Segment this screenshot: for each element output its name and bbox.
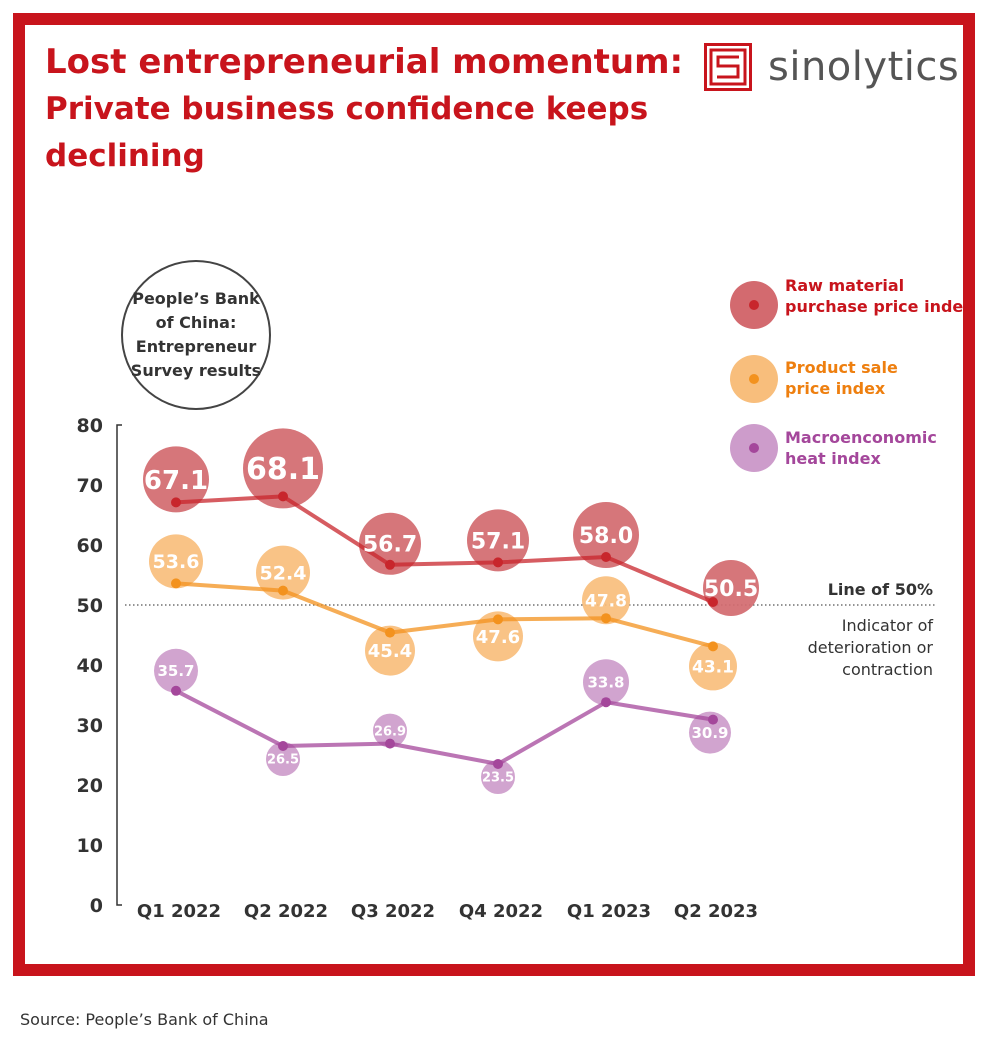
series-0-data-label: 68.1 <box>246 452 320 487</box>
series-2-point <box>171 685 181 696</box>
survey-note: People’s Bank of China: Entrepreneur Sur… <box>121 260 271 410</box>
series-2-bubble <box>266 742 300 776</box>
series-1-bubble <box>689 642 737 691</box>
series-2-point <box>708 714 718 725</box>
legend-label-raw-material: Raw material purchase price index <box>785 276 974 316</box>
x-tick-label: Q2 2022 <box>244 901 328 922</box>
series-1-point <box>171 578 181 589</box>
reference-line-note: Indicator of deterioration or contraction <box>808 616 934 679</box>
x-tick-label: Q2 2023 <box>674 901 758 922</box>
series-0-data-label: 58.0 <box>579 524 633 549</box>
series-0-point <box>278 491 288 502</box>
series-1-data-label: 47.8 <box>585 591 627 611</box>
brand-logo: sinolytics <box>704 43 959 91</box>
series-0-data-label: 57.1 <box>471 529 525 554</box>
x-tick-label: Q1 2023 <box>567 901 651 922</box>
y-tick-label: 80 <box>77 415 103 437</box>
line-chart: 0 10 20 30 40 50 60 70 80 Q1 2022 Q2 2022 Q3 2022 Q4… <box>77 415 935 922</box>
series-2-data-label: 33.8 <box>587 674 624 692</box>
series-2-bubble <box>154 648 198 693</box>
x-tick-label: Q4 2022 <box>459 901 543 922</box>
series-2-bubble <box>373 713 407 748</box>
series-2-point <box>278 741 288 751</box>
series-0-bubble <box>467 509 529 572</box>
source-note: Source: People’s Bank of China <box>20 1010 269 1029</box>
y-tick-label: 60 <box>77 535 103 557</box>
series-2-data-label: 26.9 <box>374 724 406 739</box>
sinolytics-logo-icon <box>704 43 752 91</box>
series-0-point <box>708 597 718 607</box>
y-tick-label: 50 <box>77 595 103 617</box>
series-1-point <box>385 627 395 638</box>
y-tick-label: 70 <box>77 475 103 497</box>
series-0-data-label: 67.1 <box>144 466 208 496</box>
series-1-point <box>278 585 288 596</box>
series-1-data-label: 52.4 <box>260 562 307 584</box>
series-1-bubble <box>473 611 523 662</box>
legend-label-macro-heat: Macroenconomic heat index <box>785 428 937 468</box>
x-tick-label: Q1 2022 <box>137 901 221 922</box>
series-2-bubble <box>689 711 731 754</box>
series-1-data-label: 47.6 <box>476 627 520 648</box>
brand-name: sinolytics <box>768 44 960 90</box>
series-0-data-label: 50.5 <box>704 577 758 602</box>
y-axis-line <box>116 424 122 906</box>
series-1-bubble <box>256 545 310 600</box>
series-2-line <box>175 689 714 766</box>
survey-note-text: People’s Bank of China: Entrepreneur Sur… <box>130 289 262 380</box>
series-1-bubble <box>582 576 630 625</box>
series-2-point <box>493 759 503 769</box>
series-1-line <box>175 581 714 649</box>
series-0-line <box>175 494 714 604</box>
y-tick-label: 30 <box>77 715 103 737</box>
series-0-point <box>601 552 611 562</box>
series-2-point <box>601 697 611 708</box>
series-1-bubble <box>365 625 415 676</box>
y-tick-label: 10 <box>77 835 103 857</box>
series-1-data-label: 53.6 <box>153 551 200 573</box>
reference-line-label: Line of 50% <box>828 580 933 599</box>
series-1-point <box>493 614 503 625</box>
x-tick-label: Q3 2022 <box>351 901 435 922</box>
y-tick-label: 20 <box>77 775 103 797</box>
series-0-bubble <box>573 502 639 568</box>
series-2-data-label: 30.9 <box>691 724 728 742</box>
chart-title: Lost entrepreneurial momentum: <box>45 42 684 82</box>
series-0-bubble <box>143 446 209 513</box>
legend-label-product-sale: Product sale price index <box>785 358 898 398</box>
series-1-point <box>601 613 611 624</box>
series-0-data-label: 56.7 <box>363 533 417 558</box>
series-1-data-label: 43.1 <box>692 658 734 678</box>
series-0-bubble <box>359 512 421 575</box>
series-1-bubble <box>149 534 203 589</box>
y-tick-label: 0 <box>90 895 103 917</box>
series-2-bubble <box>583 659 629 706</box>
series-1-data-label: 45.4 <box>368 641 412 662</box>
series-1-point <box>708 641 718 652</box>
series-2-data-label: 35.7 <box>157 662 194 680</box>
chart-subtitle: Private business confidence keeps declin… <box>45 91 649 174</box>
series-2-bubble <box>481 760 515 794</box>
series-2-data-label: 26.5 <box>267 753 299 768</box>
series-0-point <box>385 559 395 570</box>
series-0-bubble <box>243 428 323 509</box>
series-0-point <box>171 497 181 508</box>
series-2-data-label: 23.5 <box>482 771 514 786</box>
y-tick-label: 40 <box>77 655 103 677</box>
series-2-point <box>385 738 395 749</box>
series-0-point <box>493 557 503 568</box>
